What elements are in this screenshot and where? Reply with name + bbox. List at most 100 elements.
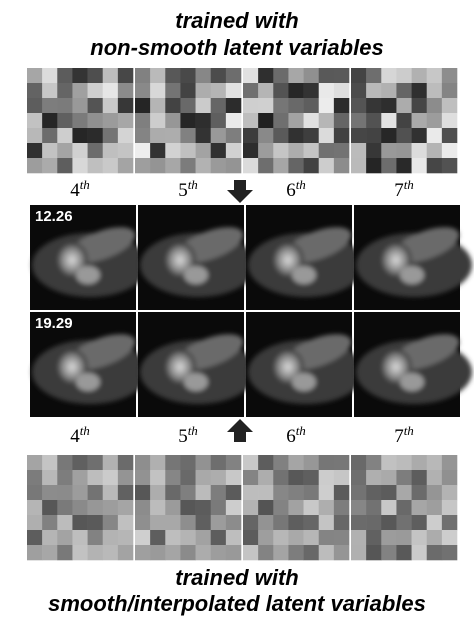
latent-cell <box>288 470 303 485</box>
latent-cell <box>165 455 180 470</box>
latent-cell <box>258 68 273 83</box>
latent-cell <box>88 68 103 83</box>
latent-cell <box>103 455 118 470</box>
latent-cell <box>334 98 349 113</box>
latent-cell <box>334 515 349 530</box>
latent-cell <box>442 68 457 83</box>
latent-cell <box>273 158 288 173</box>
latent-cell <box>334 113 349 128</box>
latent-cell <box>211 68 226 83</box>
latent-cell <box>103 500 118 515</box>
latent-cell <box>72 143 87 158</box>
latent-cell <box>442 113 457 128</box>
latent-cell <box>196 128 211 143</box>
mri-image <box>138 205 256 310</box>
latent-cell <box>351 98 366 113</box>
latent-cell <box>103 530 118 545</box>
latent-cell <box>42 500 57 515</box>
latent-cell <box>165 143 180 158</box>
latent-cell <box>42 545 57 560</box>
latent-cell <box>334 530 349 545</box>
latent-cell <box>103 158 118 173</box>
latent-cell <box>165 500 180 515</box>
latent-cell <box>351 530 366 545</box>
latent-cell <box>226 485 241 500</box>
latent-cell <box>88 500 103 515</box>
latent-cell <box>226 470 241 485</box>
latent-cell <box>118 113 133 128</box>
latent-cell <box>88 113 103 128</box>
latent-cell <box>319 143 334 158</box>
latent-cell <box>150 545 165 560</box>
latent-cell <box>319 113 334 128</box>
latent-cell <box>196 455 211 470</box>
latent-cell <box>135 83 150 98</box>
latent-cell <box>226 68 241 83</box>
index-suffix: th <box>188 423 198 438</box>
latent-cell <box>304 98 319 113</box>
latent-cell <box>334 143 349 158</box>
latent-cell <box>72 128 87 143</box>
latent-cell <box>118 515 133 530</box>
latent-cell <box>243 485 258 500</box>
latent-cell <box>27 545 42 560</box>
latent-cell <box>396 113 411 128</box>
latent-cell <box>334 158 349 173</box>
latent-cell <box>211 470 226 485</box>
latent-cell <box>442 545 457 560</box>
latent-cell <box>319 485 334 500</box>
arrow-down <box>227 180 253 203</box>
latent-cell <box>334 68 349 83</box>
latent-cell <box>196 530 211 545</box>
latent-cell <box>211 455 226 470</box>
latent-cell <box>103 83 118 98</box>
latent-cell <box>27 470 42 485</box>
latent-cell <box>319 530 334 545</box>
latent-cell <box>135 128 150 143</box>
latent-cell <box>180 470 195 485</box>
latent-cell <box>442 500 457 515</box>
latent-cell <box>118 500 133 515</box>
latent-cell <box>427 500 442 515</box>
latent-cell <box>243 98 258 113</box>
latent-cell <box>27 455 42 470</box>
latent-cell <box>226 455 241 470</box>
latent-cell <box>165 83 180 98</box>
latent-cell <box>427 515 442 530</box>
latent-cell <box>334 128 349 143</box>
latent-cell <box>27 68 42 83</box>
latent-cell <box>180 98 195 113</box>
latent-cell <box>211 113 226 128</box>
latent-cell <box>366 470 381 485</box>
latent-cell <box>226 98 241 113</box>
latent-cell <box>72 545 87 560</box>
latent-cell <box>165 113 180 128</box>
latent-cell <box>381 83 396 98</box>
index-suffix: th <box>80 177 90 192</box>
latent-cell <box>412 128 427 143</box>
latent-cell <box>57 530 72 545</box>
index-suffix: th <box>404 423 414 438</box>
latent-cell <box>57 455 72 470</box>
latent-cell <box>118 455 133 470</box>
latent-cell <box>258 158 273 173</box>
latent-cell <box>396 515 411 530</box>
latent-cell <box>396 545 411 560</box>
latent-cell <box>243 455 258 470</box>
latent-cell <box>288 485 303 500</box>
latent-cell <box>165 98 180 113</box>
latent-cell <box>258 500 273 515</box>
latent-cell <box>57 68 72 83</box>
latent-cell <box>381 128 396 143</box>
latent-cell <box>118 470 133 485</box>
latent-cell <box>288 128 303 143</box>
latent-cell <box>165 485 180 500</box>
index-suffix: th <box>80 423 90 438</box>
latent-cell <box>258 470 273 485</box>
latent-cell <box>42 98 57 113</box>
latent-cell <box>118 158 133 173</box>
latent-cell <box>396 83 411 98</box>
latent-cell <box>304 143 319 158</box>
latent-cell <box>118 530 133 545</box>
latent-cell <box>72 68 87 83</box>
